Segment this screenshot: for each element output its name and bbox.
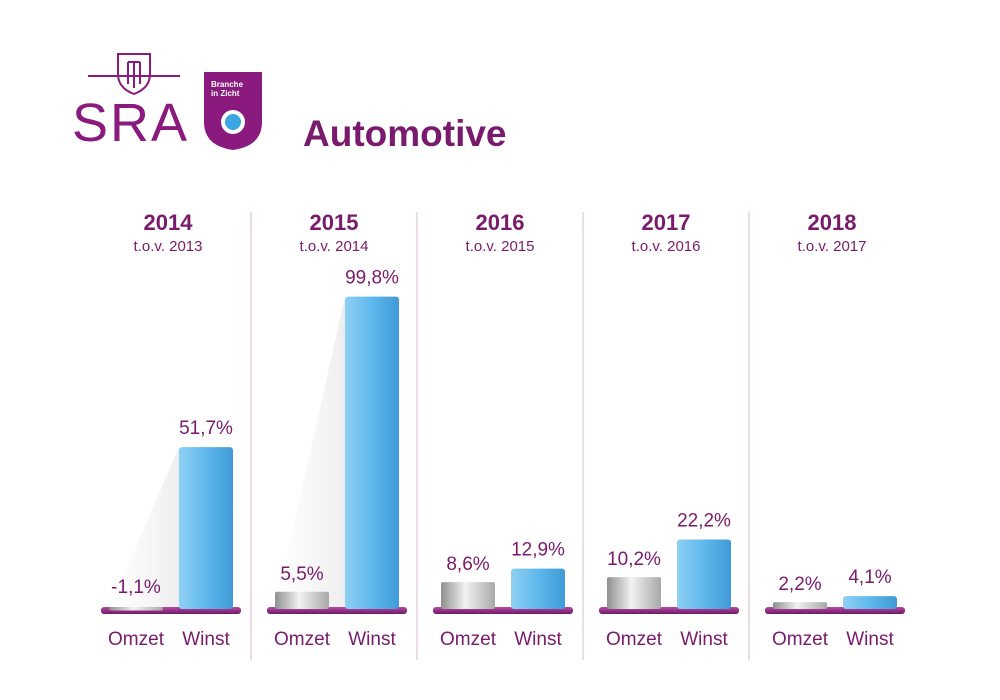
omzet-value-label: 8,6% <box>446 554 489 575</box>
winst-category-label: Winst <box>514 629 562 650</box>
omzet-value-label: 5,5% <box>280 564 323 585</box>
group-compare-label: t.o.v. 2013 <box>134 238 203 255</box>
omzet-category-label: Omzet <box>108 629 165 650</box>
badge-line-2: in Zicht <box>211 89 240 98</box>
winst-bar <box>345 296 399 609</box>
omzet-value-label: -1,1% <box>111 577 161 598</box>
group-compare-label: t.o.v. 2014 <box>300 238 369 255</box>
omzet-value-label: 10,2% <box>607 549 661 570</box>
badge-line-1: Branche <box>211 80 244 89</box>
winst-value-label: 51,7% <box>179 418 233 439</box>
omzet-category-label: Omzet <box>772 629 829 650</box>
winst-value-label: 4,1% <box>848 567 891 588</box>
group-year-label: 2015 <box>310 210 359 235</box>
winst-category-label: Winst <box>846 629 894 650</box>
omzet-bar <box>275 591 329 609</box>
badge-text: Branche in Zicht <box>211 80 261 98</box>
winst-value-label: 22,2% <box>677 511 731 532</box>
group-year-label: 2018 <box>808 210 857 235</box>
winst-bar <box>843 596 897 609</box>
bar-shadow <box>109 447 179 609</box>
omzet-bar <box>607 577 661 609</box>
page-title: Automotive <box>303 113 507 154</box>
omzet-value-label: 2,2% <box>778 574 821 595</box>
omzet-bar <box>109 607 163 611</box>
winst-bar <box>677 539 731 609</box>
winst-category-label: Winst <box>182 629 230 650</box>
bar-shadow <box>275 296 345 609</box>
shield-icon <box>88 53 180 96</box>
winst-value-label: 99,8% <box>345 268 399 289</box>
group-year-label: 2014 <box>144 210 194 235</box>
branche-badge-icon <box>204 72 262 150</box>
omzet-bar <box>441 582 495 609</box>
winst-value-label: 12,9% <box>511 540 565 561</box>
omzet-bar <box>773 602 827 609</box>
winst-category-label: Winst <box>348 629 396 650</box>
logo-text: SRA <box>72 93 190 153</box>
winst-bar <box>179 447 233 609</box>
sra-logo <box>88 53 180 96</box>
omzet-category-label: Omzet <box>606 629 663 650</box>
group-compare-label: t.o.v. 2017 <box>798 238 867 255</box>
omzet-category-label: Omzet <box>440 629 497 650</box>
group-compare-label: t.o.v. 2015 <box>466 238 535 255</box>
group-year-label: 2017 <box>642 210 691 235</box>
group-year-label: 2016 <box>476 210 525 235</box>
winst-category-label: Winst <box>680 629 728 650</box>
group-compare-label: t.o.v. 2016 <box>632 238 701 255</box>
winst-bar <box>511 568 565 609</box>
omzet-category-label: Omzet <box>274 629 331 650</box>
